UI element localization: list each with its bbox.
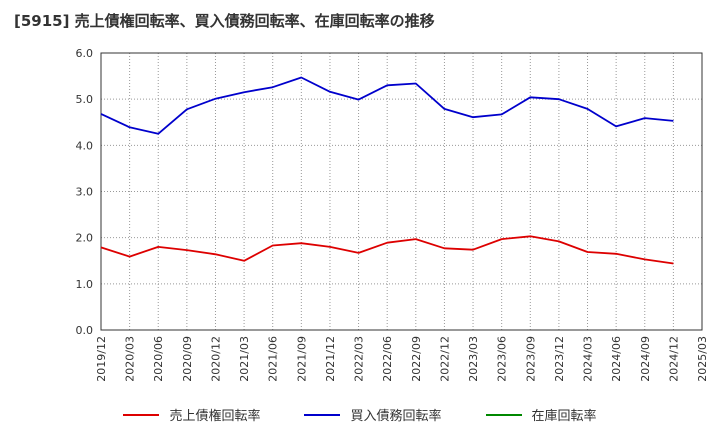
x-tick-label: 2023/12 — [553, 336, 566, 382]
x-tick-label: 2019/12 — [95, 336, 108, 382]
x-tick-label: 2022/12 — [438, 336, 451, 382]
y-tick-label: 2.0 — [76, 232, 94, 245]
y-tick-label: 1.0 — [76, 278, 94, 291]
legend-label-payables: 買入債務回転率 — [350, 409, 442, 424]
x-tick-label: 2020/06 — [152, 336, 165, 382]
x-tick-label: 2024/09 — [639, 336, 652, 382]
x-tick-label: 2020/12 — [209, 336, 222, 382]
legend-label-inventory: 在庫回転率 — [531, 409, 597, 424]
y-tick-label: 5.0 — [76, 93, 94, 106]
y-tick-label: 0.0 — [76, 324, 94, 337]
x-tick-label: 2020/09 — [181, 336, 194, 382]
legend-swatch-payables — [304, 413, 341, 416]
chart-title: [5915] 売上債権回転率、買入債務回転率、在庫回転率の推移 — [14, 12, 435, 30]
legend: 売上債権回転率 買入債務回転率 在庫回転率 — [0, 405, 720, 424]
x-tick-label: 2024/12 — [667, 336, 680, 382]
x-tick-label: 2025/03 — [696, 336, 709, 382]
series-lines — [100, 76, 674, 265]
legend-item-receivables: 売上債権回転率 — [123, 405, 260, 424]
y-axis-ticks: 0.0 1.0 2.0 3.0 4.0 5.0 6.0 — [76, 47, 94, 337]
x-tick-label: 2024/06 — [610, 336, 623, 382]
legend-swatch-inventory — [485, 413, 522, 416]
plot-border — [100, 52, 703, 331]
x-tick-label: 2020/03 — [124, 336, 137, 382]
x-tick-label: 2021/06 — [267, 336, 280, 382]
x-tick-label: 2023/09 — [524, 336, 537, 382]
series-line-1 — [100, 76, 674, 135]
x-tick-label: 2024/03 — [582, 336, 595, 382]
x-tick-label: 2023/03 — [467, 336, 480, 382]
x-tick-label: 2022/06 — [381, 336, 394, 382]
legend-swatch-receivables — [123, 413, 160, 416]
x-tick-label: 2021/12 — [324, 336, 337, 382]
series-line-0 — [100, 235, 674, 265]
x-tick-label: 2021/09 — [295, 336, 308, 382]
x-axis-ticks: 2019/12 2020/03 2020/06 2020/09 2020/12 2021/… — [95, 336, 709, 382]
legend-label-receivables: 売上債権回転率 — [169, 409, 261, 424]
line-chart: 0.0 1.0 2.0 3.0 4.0 5.0 6.0 2019/12 2020/03 2020… — [76, 47, 710, 382]
x-tick-label: 2023/06 — [496, 336, 509, 382]
grid-lines — [101, 53, 702, 330]
legend-item-payables: 買入債務回転率 — [304, 405, 442, 424]
y-tick-label: 6.0 — [76, 47, 94, 60]
y-tick-label: 4.0 — [76, 139, 94, 152]
x-tick-label: 2021/03 — [238, 336, 251, 382]
x-tick-label: 2022/03 — [353, 336, 366, 382]
legend-item-inventory: 在庫回転率 — [485, 405, 597, 424]
x-tick-label: 2022/09 — [410, 336, 423, 382]
y-tick-label: 3.0 — [76, 186, 94, 199]
